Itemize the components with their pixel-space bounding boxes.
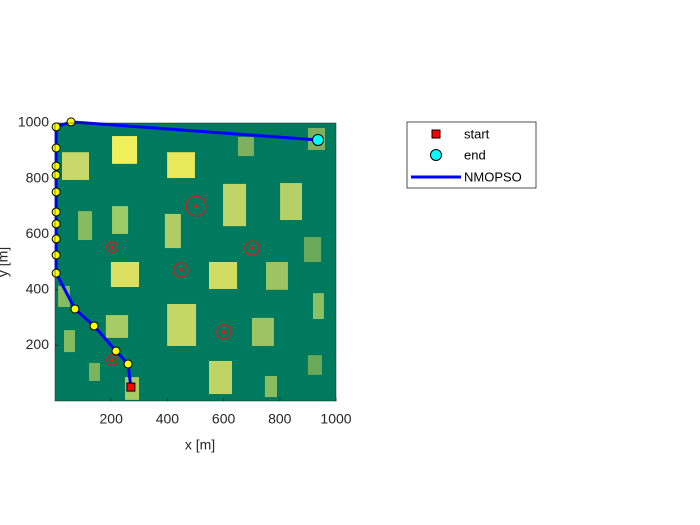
legend-label: end bbox=[464, 147, 486, 162]
legend-label: start bbox=[464, 126, 490, 141]
building bbox=[167, 303, 197, 346]
waypoint bbox=[123, 359, 133, 369]
x-tick-label: 200 bbox=[100, 411, 124, 427]
waypoint bbox=[70, 304, 80, 314]
building bbox=[89, 362, 100, 381]
y-tick-label: 400 bbox=[26, 281, 50, 297]
waypoint bbox=[51, 250, 61, 260]
end-marker bbox=[312, 133, 325, 146]
threat-core bbox=[249, 246, 254, 251]
threat-core bbox=[221, 330, 226, 335]
legend-end-marker bbox=[430, 149, 442, 161]
threat bbox=[185, 195, 207, 217]
building bbox=[303, 236, 322, 262]
waypoint bbox=[89, 321, 99, 331]
y-axis-label: y [m] bbox=[0, 247, 11, 277]
building bbox=[110, 262, 140, 288]
threat-core bbox=[110, 358, 115, 363]
building bbox=[167, 152, 195, 179]
building bbox=[105, 315, 129, 338]
waypoint bbox=[51, 170, 61, 180]
legend-label: NMOPSO bbox=[464, 169, 522, 184]
building bbox=[312, 293, 324, 319]
building bbox=[223, 183, 247, 227]
waypoint bbox=[51, 122, 61, 132]
waypoint bbox=[51, 161, 61, 171]
waypoint bbox=[51, 207, 61, 217]
building bbox=[266, 262, 288, 290]
threat bbox=[173, 262, 189, 278]
threat-core bbox=[194, 204, 199, 209]
threat bbox=[106, 354, 119, 367]
waypoint bbox=[51, 219, 61, 229]
waypoint bbox=[51, 143, 61, 153]
building bbox=[237, 136, 254, 157]
x-tick-label: 1000 bbox=[320, 411, 351, 427]
building bbox=[62, 152, 90, 180]
y-tick-label: 800 bbox=[26, 169, 50, 185]
building bbox=[78, 211, 93, 241]
legend-start-marker bbox=[431, 129, 441, 139]
waypoint bbox=[111, 346, 121, 356]
waypoint bbox=[51, 268, 61, 278]
building bbox=[208, 262, 238, 289]
waypoint bbox=[51, 187, 61, 197]
building bbox=[164, 213, 181, 249]
waypoint bbox=[51, 234, 61, 244]
start-marker bbox=[126, 382, 136, 392]
threat-core bbox=[110, 244, 115, 249]
x-axis-label: x [m] bbox=[185, 437, 215, 453]
building bbox=[63, 330, 75, 353]
building bbox=[264, 375, 277, 398]
building bbox=[112, 136, 138, 164]
x-tick-label: 400 bbox=[156, 411, 180, 427]
waypoint bbox=[66, 117, 76, 127]
building bbox=[251, 317, 274, 346]
threat bbox=[216, 324, 232, 340]
building bbox=[58, 285, 70, 308]
building bbox=[280, 183, 302, 221]
building bbox=[208, 360, 233, 395]
y-tick-label: 1000 bbox=[18, 114, 49, 130]
x-tick-label: 600 bbox=[212, 411, 236, 427]
y-tick-label: 600 bbox=[26, 225, 50, 241]
building bbox=[112, 206, 129, 234]
building bbox=[307, 355, 322, 375]
legend: start end NMOPSO bbox=[406, 121, 537, 189]
map-background bbox=[55, 123, 336, 401]
threat bbox=[106, 241, 119, 253]
y-tick-label: 200 bbox=[26, 336, 50, 352]
x-tick-label: 800 bbox=[268, 411, 292, 427]
threat bbox=[244, 240, 260, 256]
axes-frame bbox=[54, 122, 337, 402]
threat-core bbox=[178, 268, 183, 273]
